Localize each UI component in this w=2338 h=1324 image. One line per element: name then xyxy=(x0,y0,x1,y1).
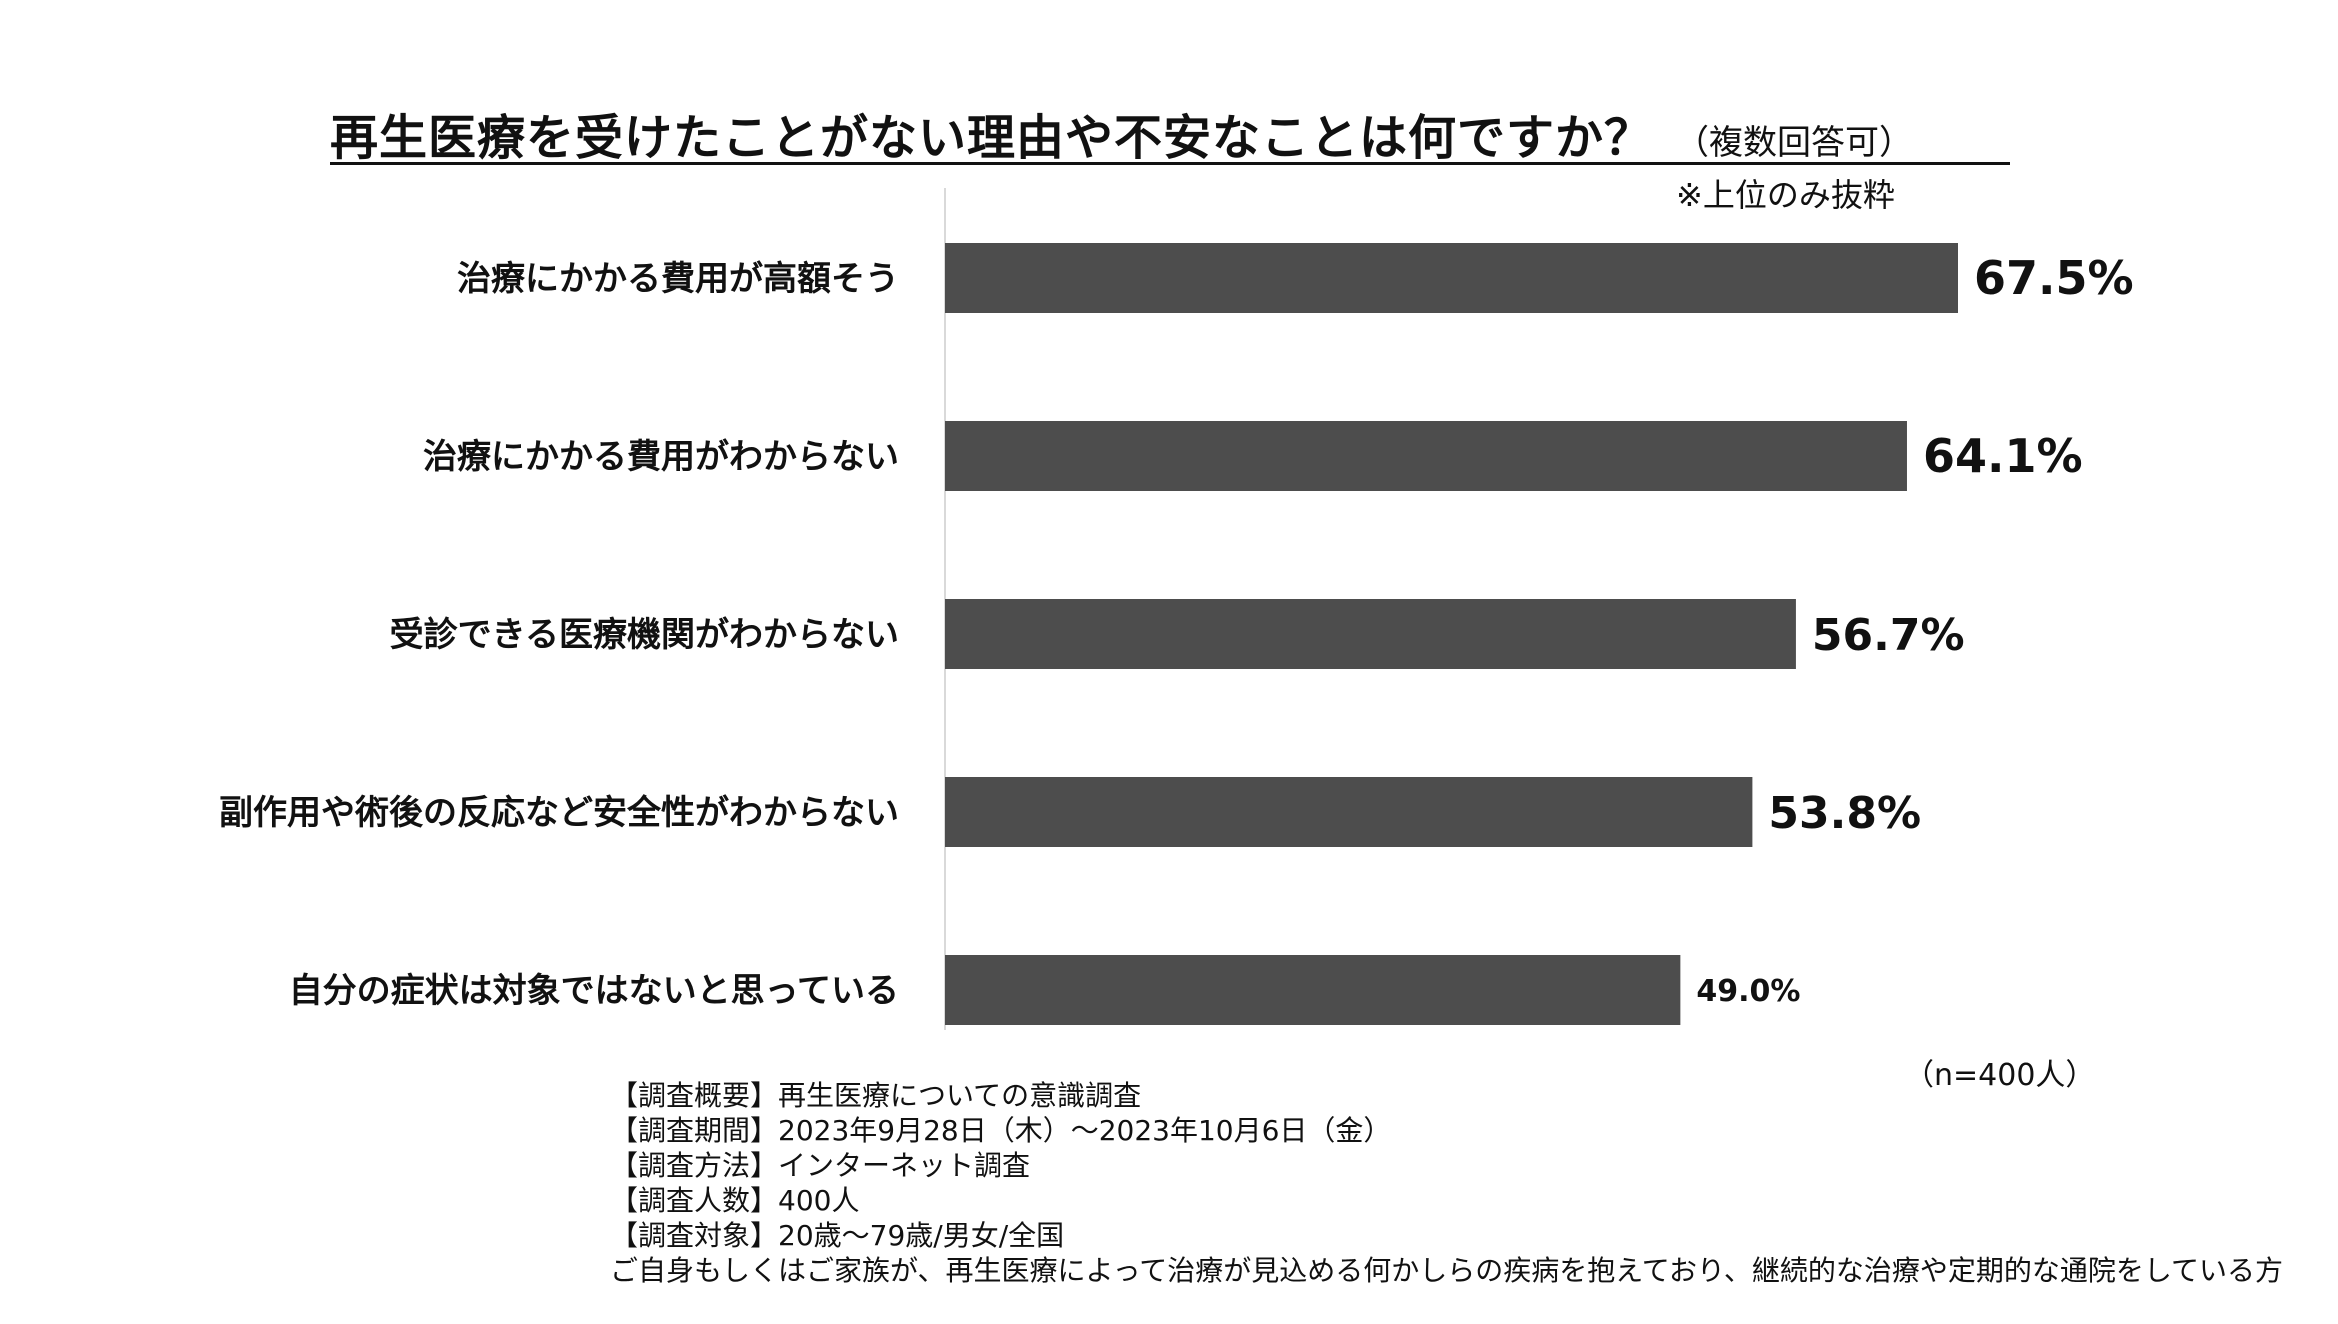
value-label-4: 53.8% xyxy=(1768,788,1921,839)
value-label-3: 56.7% xyxy=(1812,610,1965,661)
category-label-5: 自分の症状は対象ではないと思っている xyxy=(289,971,899,1011)
category-label-2: 治療にかかる費用がわからない xyxy=(423,437,899,477)
footer-line-count: 【調査人数】400人 xyxy=(610,1184,860,1217)
chart-title-sub: （複数回答可） xyxy=(1675,123,1914,163)
excerpt-note: ※上位のみ抜粋 xyxy=(1676,176,1895,214)
value-label-1: 67.5% xyxy=(1974,251,2134,305)
bar-chart-svg: 治療にかかる費用が高額そう 67.5% 治療にかかる費用がわからない 64.1% 受診で… xyxy=(219,188,2134,1030)
category-label-3: 受診できる医療機関がわからない xyxy=(390,615,899,655)
footer-line-method: 【調査方法】インターネット調査 xyxy=(610,1149,1031,1182)
sample-size-note: （n=400人） xyxy=(1904,1058,2096,1093)
value-label-2: 64.1% xyxy=(1923,429,2083,483)
bar-2 xyxy=(945,421,1907,491)
bars-group: 治療にかかる費用が高額そう 67.5% 治療にかかる費用がわからない 64.1% 受診で… xyxy=(219,243,2134,1025)
footer-line-overview: 【調査概要】再生医療についての意識調査 xyxy=(610,1079,1142,1112)
category-label-1: 治療にかかる費用が高額そう xyxy=(457,259,899,299)
bar-4 xyxy=(945,777,1753,847)
category-label-4: 副作用や術後の反応など安全性がわからない xyxy=(219,793,899,833)
footer-line-target: 【調査対象】20歳～79歳/男女/全国 xyxy=(610,1219,1065,1252)
footer-line-period: 【調査期間】2023年9月28日（木）～2023年10月6日（金） xyxy=(610,1114,1392,1147)
footer-line-condition: ご自身もしくはご家族が、再生医療によって治療が見込める何かしらの疾病を抱えており… xyxy=(610,1254,2284,1287)
survey-footer: 【調査概要】再生医療についての意識調査 【調査期間】2023年9月28日（木）～… xyxy=(610,1078,2283,1288)
chart-title: 再生医療を受けたことがない理由や不安なことは何ですか？ （複数回答可） xyxy=(330,98,2010,166)
bar-5 xyxy=(945,955,1681,1025)
bar-3 xyxy=(945,599,1796,669)
value-label-5: 49.0% xyxy=(1696,974,1800,1009)
chart-title-main: 再生医療を受けたことがない理由や不安なことは何ですか？ xyxy=(330,110,1654,166)
bar-1 xyxy=(945,243,1958,313)
